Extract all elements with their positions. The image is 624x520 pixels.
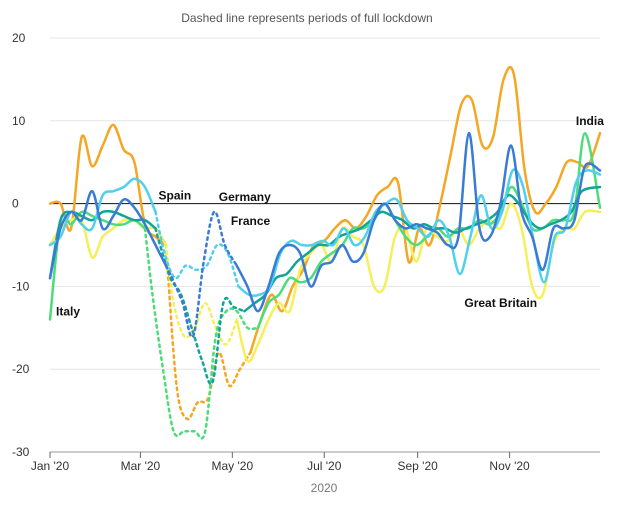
series-lines [48,65,602,440]
x-tick-label: Mar '20 [121,459,161,473]
series-line-france [48,177,157,247]
series-line-india-lockdown [164,243,252,421]
series-line-france [237,168,602,297]
chart-subtitle: Dashed line represents periods of full l… [181,11,432,25]
y-tick-label: 10 [12,114,26,128]
series-label-italy: Italy [56,304,80,318]
series-line-italy [256,131,602,330]
series-label-spain: Spain [158,188,191,202]
x-tick-label: Sep '20 [398,459,439,473]
series-line-great-britain-lockdown [164,243,239,346]
series-line-germany [48,189,168,280]
y-axis: 20 10 0 -10 -20 -30 [12,31,30,459]
series-label-india: India [576,114,604,128]
series-line-india [249,65,602,354]
x-tick-label: Jul '20 [307,459,342,473]
series-line-spain [48,209,157,280]
y-tick-label: 0 [12,197,19,211]
series-line-france-lockdown [154,210,240,288]
y-tick-label: -10 [12,279,30,293]
series-line-spain-lockdown [154,227,246,386]
series-line-germany-lockdown [164,210,239,339]
x-tick-label: Jan '20 [31,459,70,473]
series-label-great-britain: Great Britain [464,296,537,310]
series-line-italy-lockdown [143,227,260,440]
x-tick-label: Nov '20 [489,459,530,473]
x-axis: Jan '20 Mar '20 May '20 Jul '20 Sep '20 Nov '… [31,451,600,473]
x-axis-label: 2020 [311,481,338,495]
series-label-germany: Germany [219,190,271,204]
y-tick-label: 20 [12,31,26,45]
y-tick-label: -30 [12,445,30,459]
series-label-france: France [231,214,271,228]
series-line-germany [235,131,602,313]
x-tick-label: May '20 [212,459,254,473]
y-tick-label: -20 [12,362,30,376]
series-labels: India Spain Germany France Italy Great Britai… [56,114,604,318]
